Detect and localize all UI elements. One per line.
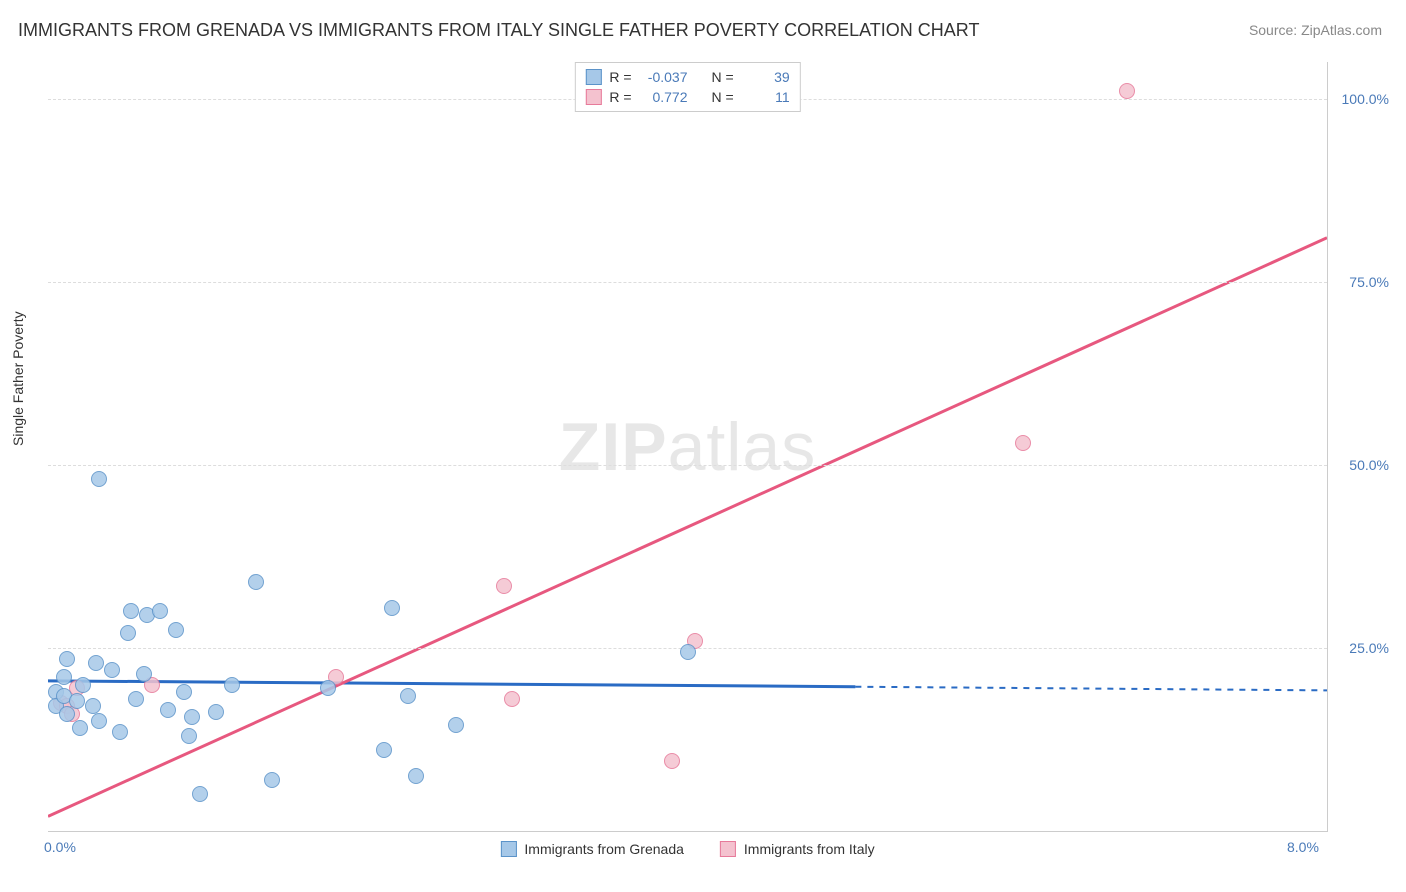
scatter-point-grenada (59, 651, 75, 667)
scatter-point-grenada (224, 677, 240, 693)
correlation-legend: R = -0.037 N = 39 R = 0.772 N = 11 (574, 62, 800, 112)
scatter-point-grenada (152, 603, 168, 619)
scatter-point-grenada (75, 677, 91, 693)
y-tick-label: 100.0% (1342, 91, 1389, 107)
gridline (48, 465, 1327, 466)
scatter-point-grenada (59, 706, 75, 722)
scatter-point-grenada (400, 688, 416, 704)
scatter-point-grenada (248, 574, 264, 590)
scatter-point-grenada (448, 717, 464, 733)
gridline (48, 282, 1327, 283)
scatter-point-grenada (320, 680, 336, 696)
scatter-point-grenada (56, 669, 72, 685)
scatter-point-grenada (408, 768, 424, 784)
legend-item-italy: Immigrants from Italy (720, 841, 875, 857)
scatter-point-grenada (120, 625, 136, 641)
scatter-point-italy (504, 691, 520, 707)
scatter-point-grenada (264, 772, 280, 788)
swatch-italy-icon (720, 841, 736, 857)
scatter-point-grenada (680, 644, 696, 660)
scatter-point-grenada (181, 728, 197, 744)
plot-area: ZIPatlas R = -0.037 N = 39 R = 0.772 N =… (48, 62, 1328, 832)
swatch-grenada-icon (500, 841, 516, 857)
scatter-point-grenada (168, 622, 184, 638)
scatter-point-grenada (85, 698, 101, 714)
y-tick-label: 50.0% (1349, 457, 1389, 473)
scatter-point-grenada (176, 684, 192, 700)
scatter-point-grenada (128, 691, 144, 707)
scatter-point-grenada (112, 724, 128, 740)
y-tick-label: 25.0% (1349, 640, 1389, 656)
scatter-point-grenada (184, 709, 200, 725)
watermark: ZIPatlas (559, 408, 816, 486)
scatter-point-grenada (72, 720, 88, 736)
scatter-point-italy (1015, 435, 1031, 451)
legend-row-grenada: R = -0.037 N = 39 (585, 67, 789, 87)
scatter-point-grenada (123, 603, 139, 619)
scatter-point-italy (1119, 83, 1135, 99)
scatter-point-grenada (136, 666, 152, 682)
source-attribution: Source: ZipAtlas.com (1249, 22, 1382, 38)
swatch-grenada (585, 69, 601, 85)
scatter-point-grenada (69, 693, 85, 709)
scatter-point-grenada (208, 704, 224, 720)
scatter-point-grenada (88, 655, 104, 671)
scatter-point-grenada (384, 600, 400, 616)
trend-lines (48, 62, 1327, 831)
scatter-point-grenada (91, 713, 107, 729)
scatter-point-grenada (104, 662, 120, 678)
chart-title: IMMIGRANTS FROM GRENADA VS IMMIGRANTS FR… (18, 20, 979, 41)
x-tick-label: 0.0% (44, 839, 76, 855)
legend-row-italy: R = 0.772 N = 11 (585, 87, 789, 107)
scatter-point-italy (496, 578, 512, 594)
legend-item-grenada: Immigrants from Grenada (500, 841, 684, 857)
swatch-italy (585, 89, 601, 105)
scatter-point-grenada (192, 786, 208, 802)
y-tick-label: 75.0% (1349, 274, 1389, 290)
y-axis-label: Single Father Poverty (10, 311, 26, 446)
series-legend: Immigrants from Grenada Immigrants from … (500, 841, 874, 857)
scatter-point-italy (664, 753, 680, 769)
x-tick-label: 8.0% (1287, 839, 1319, 855)
scatter-point-grenada (376, 742, 392, 758)
scatter-point-grenada (160, 702, 176, 718)
scatter-point-grenada (91, 471, 107, 487)
